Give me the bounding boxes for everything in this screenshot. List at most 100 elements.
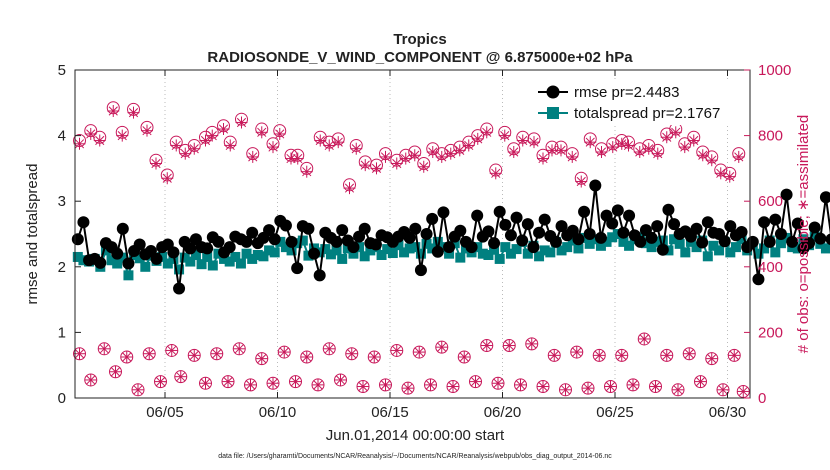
obs-assimilated-point-stroke: [167, 345, 177, 356]
totalspread-point: [376, 249, 387, 260]
totalspread-point: [539, 245, 550, 256]
obs-assimilated-point-stroke: [650, 381, 661, 392]
rmse-point: [578, 205, 591, 218]
obs-assimilated-point-stroke: [493, 378, 503, 388]
obs-assimilated-point-stroke: [86, 375, 96, 385]
totalspread-point: [607, 232, 618, 243]
obs-assimilated-point: [458, 351, 471, 363]
obs-assimilated-point-stroke: [189, 350, 199, 360]
obs-assimilated-point-stroke: [302, 352, 312, 362]
totalspread-point: [500, 242, 511, 253]
obs-assimilated-point-stroke: [335, 375, 346, 385]
rmse-point: [409, 222, 422, 235]
obs-assimilated-point-stroke: [392, 345, 402, 356]
obs-assimilated-point: [345, 347, 358, 360]
obs-assimilated-point-stroke: [324, 140, 334, 151]
obs-assimilated-point-stroke: [482, 127, 492, 137]
obs-assimilated-point-stroke: [473, 134, 483, 144]
obs-assimilated-point: [514, 378, 527, 391]
obs-assimilated-point: [289, 375, 302, 388]
obs-assimilated-point-stroke: [155, 377, 166, 387]
obs-assimilated-point: [633, 146, 646, 158]
obs-assimilated-point: [642, 142, 655, 155]
obs-assimilated-point: [170, 139, 183, 152]
series-rmse: [71, 179, 830, 295]
totalspread-point: [573, 243, 584, 254]
obs-assimilated-point-stroke: [344, 183, 355, 193]
obs-assimilated-point: [370, 162, 383, 175]
series-obs-assimilated-upper-: [73, 105, 745, 195]
rmse-point: [521, 218, 534, 231]
obs-assimilated-point: [687, 134, 700, 147]
obs-assimilated-point-stroke: [171, 140, 181, 151]
totalspread-point: [196, 259, 207, 270]
obs-assimilated-point-stroke: [128, 108, 139, 118]
rmse-point: [77, 216, 90, 229]
obs-assimilated-point-stroke: [371, 163, 382, 173]
obs-assimilated-point-stroke: [290, 377, 301, 387]
obs-assimilated-point: [480, 126, 493, 139]
obs-assimilated-point-stroke: [293, 153, 303, 164]
obs-assimilated-point-stroke: [662, 350, 672, 360]
totalspread-point: [736, 234, 747, 245]
rmse-point: [488, 237, 501, 250]
x-tick-label: 06/20: [484, 404, 522, 421]
obs-assimilated-point: [672, 383, 684, 396]
obs-assimilated-point: [537, 380, 549, 393]
obs-assimilated-point: [417, 160, 430, 173]
totalspread-point: [123, 270, 134, 281]
obs-assimilated-point: [413, 346, 426, 359]
totalspread-point: [247, 253, 258, 264]
rmse-point: [763, 235, 776, 248]
totalspread-point: [331, 245, 342, 256]
obs-assimilated-point: [453, 144, 466, 157]
obs-assimilated-point: [390, 344, 403, 357]
obs-assimilated-point: [694, 375, 707, 388]
rmse-point: [263, 224, 276, 237]
obs-assimilated-point: [489, 167, 502, 180]
obs-assimilated-point: [444, 147, 457, 160]
obs-assimilated-point-stroke: [207, 131, 217, 141]
rmse-point: [769, 213, 782, 226]
obs-assimilated-point: [683, 347, 696, 360]
totalspread-point: [241, 248, 252, 259]
obs-assimilated-point: [462, 139, 475, 152]
obs-assimilated-point: [584, 136, 597, 149]
obs-assimilated-point: [492, 377, 504, 390]
obs-assimilated-point-stroke: [509, 147, 519, 157]
obs-assimilated-point-stroke: [369, 352, 379, 362]
series-obs-assimilated-lower-: [73, 332, 750, 398]
chart-subtitle: RADIOSONDE_V_WIND_COMPONENT @ 6.875000e+…: [207, 49, 633, 66]
obs-assimilated-point: [233, 342, 246, 355]
rmse-point: [116, 222, 129, 235]
rmse-point: [504, 229, 517, 242]
rmse-point: [443, 241, 456, 254]
obs-assimilated-point: [705, 352, 718, 365]
obs-assimilated-point: [575, 175, 588, 188]
obs-assimilated-point: [546, 144, 558, 157]
obs-assimilated-point: [660, 349, 673, 362]
obs-assimilated-point: [606, 141, 619, 154]
obs-assimilated-point: [649, 380, 662, 393]
obs-assimilated-point: [678, 141, 691, 154]
obs-assimilated-point: [93, 134, 106, 147]
rmse-point: [471, 209, 484, 222]
obs-assimilated-point-stroke: [707, 354, 717, 364]
obs-assimilated-point-stroke: [716, 168, 726, 178]
totalspread-point: [534, 251, 545, 262]
totalspread-point: [235, 258, 246, 269]
totalspread-point: [449, 238, 460, 249]
rmse-point: [291, 262, 304, 275]
rmse-point: [122, 257, 135, 270]
rmse-point: [606, 217, 619, 230]
obs-assimilated-point-stroke: [279, 347, 289, 357]
obs-assimilated-point: [559, 383, 572, 396]
data-file-footnote: data file: /Users/gharamti/Documents/NCA…: [218, 453, 612, 460]
obs-assimilated-point: [188, 349, 201, 362]
totalspread-point: [595, 240, 606, 251]
obs-assimilated-point: [714, 167, 727, 180]
totalspread-point: [134, 253, 145, 264]
obs-assimilated-point-stroke: [315, 135, 325, 146]
obs-assimilated-point-stroke: [99, 344, 109, 354]
obs-assimilated-point: [480, 339, 493, 352]
